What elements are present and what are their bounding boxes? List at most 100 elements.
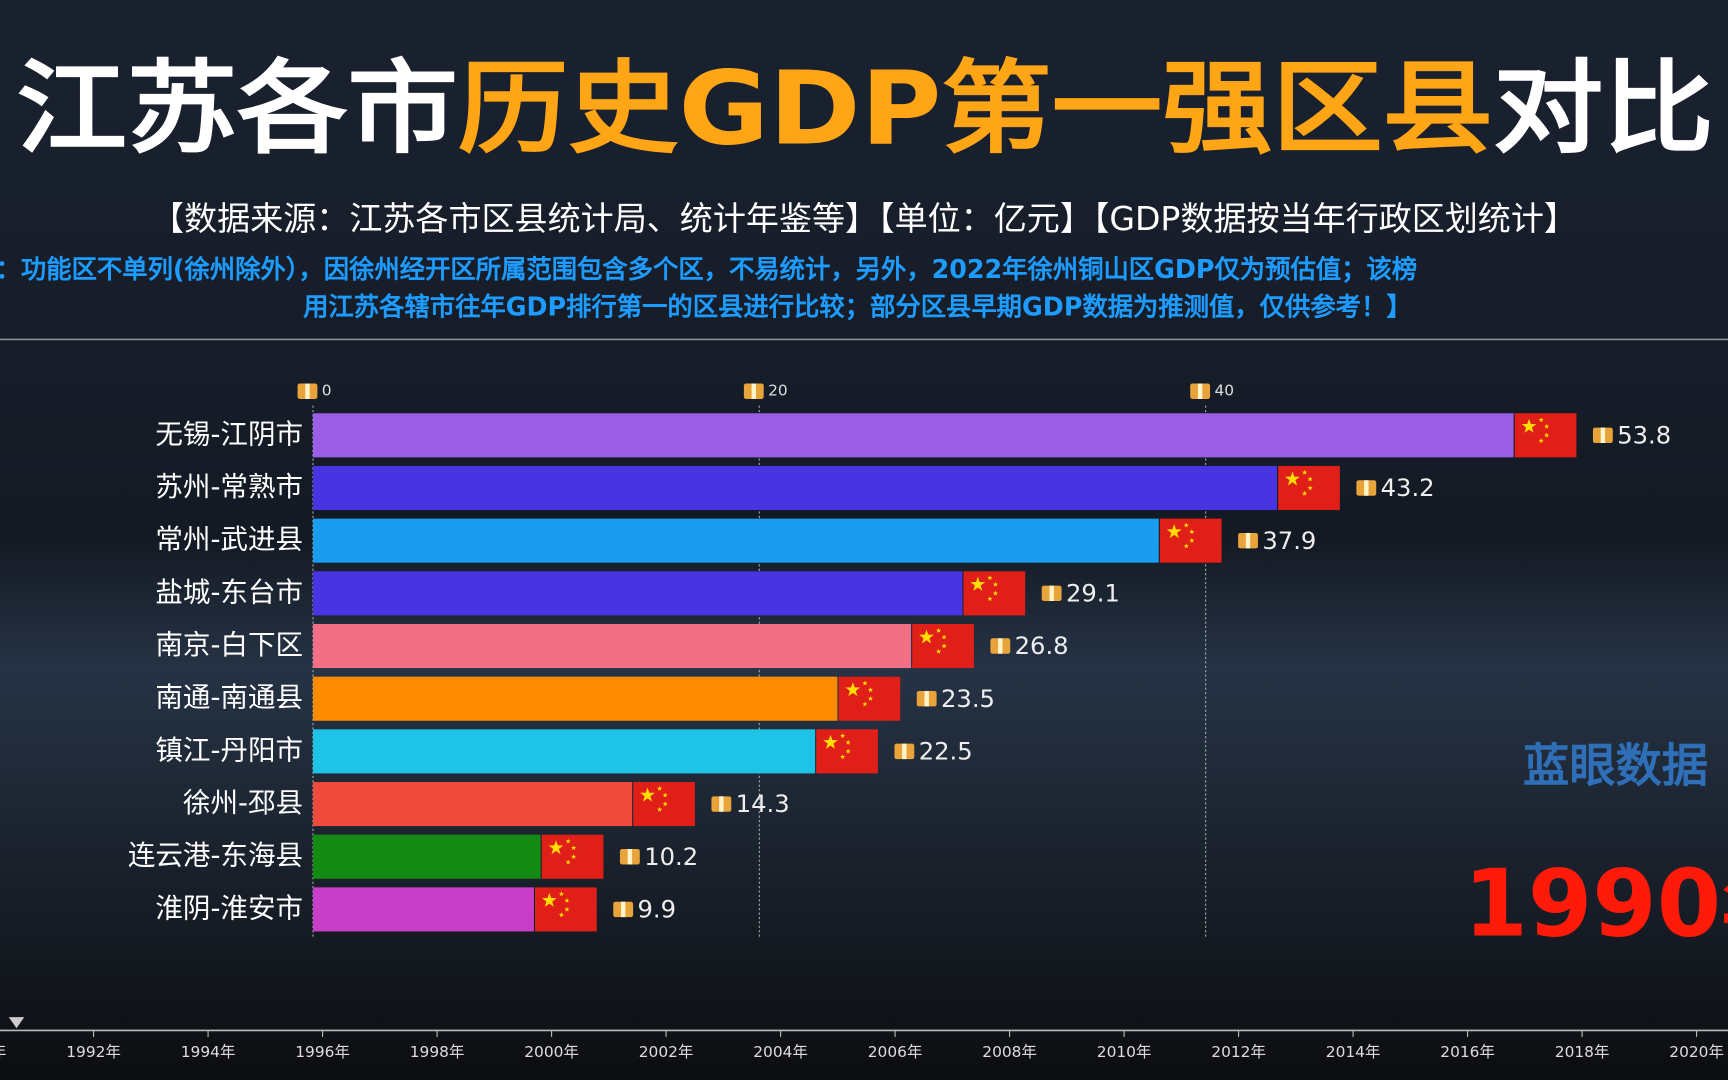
y-tick-label: 无锡-江阴市: [155, 418, 303, 450]
title-part: 对比: [1493, 50, 1714, 168]
flag: [1514, 413, 1577, 458]
flag-star: [558, 912, 565, 918]
flag-star: [867, 687, 874, 693]
flag: [541, 834, 604, 879]
timeline-label: 1998年: [410, 1043, 465, 1061]
bar: [312, 413, 1514, 458]
bar: [312, 782, 633, 827]
y-tick-label: 镇江-丹阳市: [155, 734, 303, 766]
flag-star: [987, 596, 993, 602]
x-tick-label: 20: [768, 382, 788, 400]
flag-star: [1301, 469, 1308, 475]
flag-star: [1285, 471, 1300, 486]
flag: [816, 729, 878, 774]
flag-star: [1166, 524, 1182, 539]
flag-star: [941, 634, 947, 640]
timeline-label: 2010年: [1097, 1043, 1152, 1061]
y-tick-label: 连云港-东海县: [128, 840, 303, 872]
flag-star: [657, 806, 663, 812]
note: 用江苏各辖市往年GDP排行第一的区县进行比较；部分区县早期GDP数据为推测值，仅…: [303, 292, 1412, 322]
x-tick-label: 0: [322, 382, 332, 400]
flag-star: [1189, 537, 1195, 543]
timeline-label: 1990年: [0, 1043, 6, 1061]
flag-star: [992, 581, 999, 587]
flag-star: [1538, 417, 1544, 423]
timeline-label: 2020年: [1669, 1043, 1724, 1061]
value-label: 9.9: [638, 895, 677, 924]
bar: [312, 676, 838, 721]
flag-star: [640, 787, 655, 802]
y-tick-label: 苏州-常熟市: [155, 471, 303, 503]
flag-star: [662, 792, 668, 798]
flag: [1159, 518, 1222, 563]
flag-star: [1189, 529, 1195, 535]
value-label: 23.5: [941, 684, 995, 713]
y-tick-label: 徐州-邳县: [183, 787, 303, 819]
coin-icon: [1364, 480, 1369, 496]
flag: [1278, 465, 1340, 511]
flag-star: [564, 906, 570, 912]
coin-icon: [719, 796, 724, 812]
bar: [312, 465, 1278, 511]
flag-star: [919, 629, 934, 644]
flag: [912, 623, 974, 669]
flag-star: [1183, 522, 1189, 528]
flag: [838, 676, 901, 721]
y-tick-label: 南通-南通县: [155, 682, 303, 714]
chart-title: 江苏各市 历史GDP第一强区县 对比: [17, 50, 1714, 168]
flag-star: [564, 897, 570, 903]
flag-star: [845, 739, 851, 745]
timeline-label: 2016年: [1440, 1043, 1495, 1061]
x-tick-label: 40: [1214, 382, 1234, 400]
flag-star: [845, 748, 851, 754]
y-tick-label: 淮阴-淮安市: [155, 892, 303, 924]
flag-star: [1307, 476, 1313, 482]
y-tick-label: 南京-白下区: [155, 629, 303, 661]
flag-star: [565, 838, 571, 844]
timeline-label: 2014年: [1326, 1043, 1381, 1061]
bar: [312, 571, 963, 616]
coin-icon: [305, 383, 310, 399]
coin-icon: [924, 690, 929, 707]
flag-star: [662, 801, 668, 807]
value-label: 53.8: [1617, 420, 1671, 449]
title-part: 江苏各市: [17, 50, 458, 168]
timeline-label: 1996年: [295, 1043, 350, 1061]
value-label: 37.9: [1262, 526, 1316, 555]
coin-icon: [1049, 585, 1054, 602]
flag: [633, 782, 695, 827]
bar: [312, 729, 816, 774]
value-label: 43.2: [1381, 473, 1435, 502]
flag-star: [1301, 490, 1308, 496]
flag-star: [1544, 432, 1550, 438]
flag-star: [992, 590, 999, 596]
coin-icon: [627, 849, 633, 865]
timeline-label: 2002年: [639, 1043, 694, 1061]
bar: [312, 834, 541, 879]
flag-star: [571, 845, 577, 851]
flag-star: [1183, 543, 1189, 549]
flag-star: [941, 643, 947, 649]
y-tick-label: 盐城-东台市: [155, 576, 303, 608]
flag-star: [565, 859, 571, 865]
value-label: 22.5: [919, 736, 973, 765]
coin-icon: [1245, 532, 1251, 549]
title-part: 历史GDP第一强区县: [458, 50, 1493, 168]
coin-icon: [998, 638, 1003, 654]
bar: [312, 887, 534, 932]
coin-icon: [751, 383, 756, 399]
flag-star: [867, 695, 874, 701]
flag-star: [571, 853, 577, 859]
timeline-label: 2006年: [868, 1043, 923, 1061]
flag-star: [1544, 423, 1550, 429]
flag-star: [862, 680, 868, 686]
timeline-marker: [8, 1017, 25, 1029]
watermark: 蓝眼数据: [1523, 739, 1708, 793]
flag-star: [845, 682, 861, 697]
subtitle: 【数据来源：江苏各市区县统计局、统计年鉴等】【单位：亿元】【GDP数据按当年行政…: [151, 199, 1577, 238]
value-label: 26.8: [1015, 631, 1069, 660]
flag-star: [1307, 485, 1313, 491]
flag-star: [657, 785, 663, 791]
flag-star: [839, 754, 846, 760]
flag-star: [839, 733, 846, 739]
